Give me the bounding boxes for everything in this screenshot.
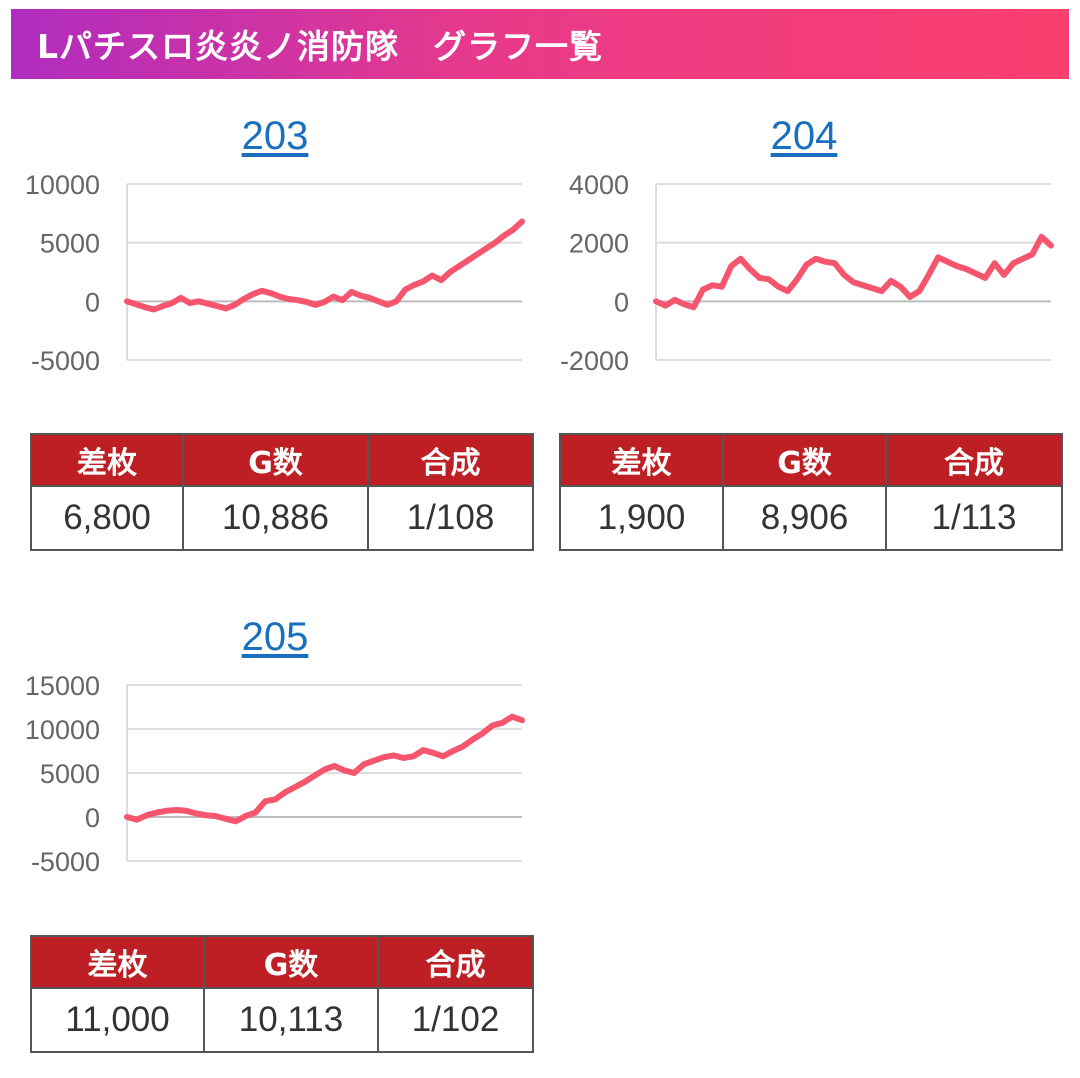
games-header: G数 <box>182 433 369 487</box>
y-tick-label: -5000 <box>31 847 100 877</box>
y-tick-label: 10000 <box>25 170 100 200</box>
diff-header: 差枚 <box>30 433 184 487</box>
y-tick-label: 5000 <box>40 229 100 259</box>
page-title: Lパチスロ炎炎ノ消防隊 グラフ一覧 <box>37 27 604 66</box>
y-tick-label: -5000 <box>31 346 100 376</box>
page-header: Lパチスロ炎炎ノ消防隊 グラフ一覧 <box>11 9 1069 79</box>
y-tick-label: 0 <box>85 803 100 833</box>
y-tick-label: -2000 <box>560 346 629 376</box>
table-row: 1,900 8,906 1/113 <box>559 485 1063 551</box>
combined-value: 1/108 <box>367 485 534 551</box>
diff-header: 差枚 <box>559 433 724 487</box>
games-value: 10,886 <box>182 485 369 551</box>
machine-number-link[interactable]: 205 <box>241 615 309 659</box>
games-value: 8,906 <box>722 485 887 551</box>
table-header-row: 差枚 G数 合成 <box>30 935 534 989</box>
y-tick-label: 0 <box>614 287 629 317</box>
stats-table: 差枚 G数 合成 6,800 10,886 1/108 <box>30 433 534 551</box>
games-header: G数 <box>722 433 887 487</box>
combined-header: 合成 <box>377 935 534 989</box>
games-value: 10,113 <box>203 987 379 1053</box>
series-line <box>124 713 525 825</box>
games-header: G数 <box>203 935 379 989</box>
graph-chart: -5000 0 5000 10000 <box>25 170 525 376</box>
combined-header: 合成 <box>367 433 534 487</box>
diff-value: 11,000 <box>30 987 205 1053</box>
graph-chart: -2000 0 2000 4000 <box>560 170 1054 376</box>
table-header-row: 差枚 G数 合成 <box>559 433 1063 487</box>
machine-number-link[interactable]: 204 <box>770 114 838 158</box>
y-tick-label: 5000 <box>40 759 100 789</box>
machine-number-link[interactable]: 203 <box>241 114 309 158</box>
y-tick-label: 4000 <box>569 170 629 200</box>
series-line <box>653 233 1054 311</box>
diff-value: 6,800 <box>30 485 184 551</box>
y-tick-label: 10000 <box>25 715 100 745</box>
table-header-row: 差枚 G数 合成 <box>30 433 534 487</box>
combined-value: 1/102 <box>377 987 534 1053</box>
graph-chart: -5000 0 5000 10000 15000 <box>25 671 525 877</box>
y-tick-label: 2000 <box>569 229 629 259</box>
stats-table: 差枚 G数 合成 1,900 8,906 1/113 <box>559 433 1063 551</box>
diff-header: 差枚 <box>30 935 205 989</box>
y-tick-label: 0 <box>85 287 100 317</box>
combined-value: 1/113 <box>885 485 1063 551</box>
table-row: 6,800 10,886 1/108 <box>30 485 534 551</box>
y-tick-label: 15000 <box>25 671 100 701</box>
table-row: 11,000 10,113 1/102 <box>30 987 534 1053</box>
stats-table: 差枚 G数 合成 11,000 10,113 1/102 <box>30 935 534 1053</box>
series-line <box>124 218 525 313</box>
diff-value: 1,900 <box>559 485 724 551</box>
combined-header: 合成 <box>885 433 1063 487</box>
